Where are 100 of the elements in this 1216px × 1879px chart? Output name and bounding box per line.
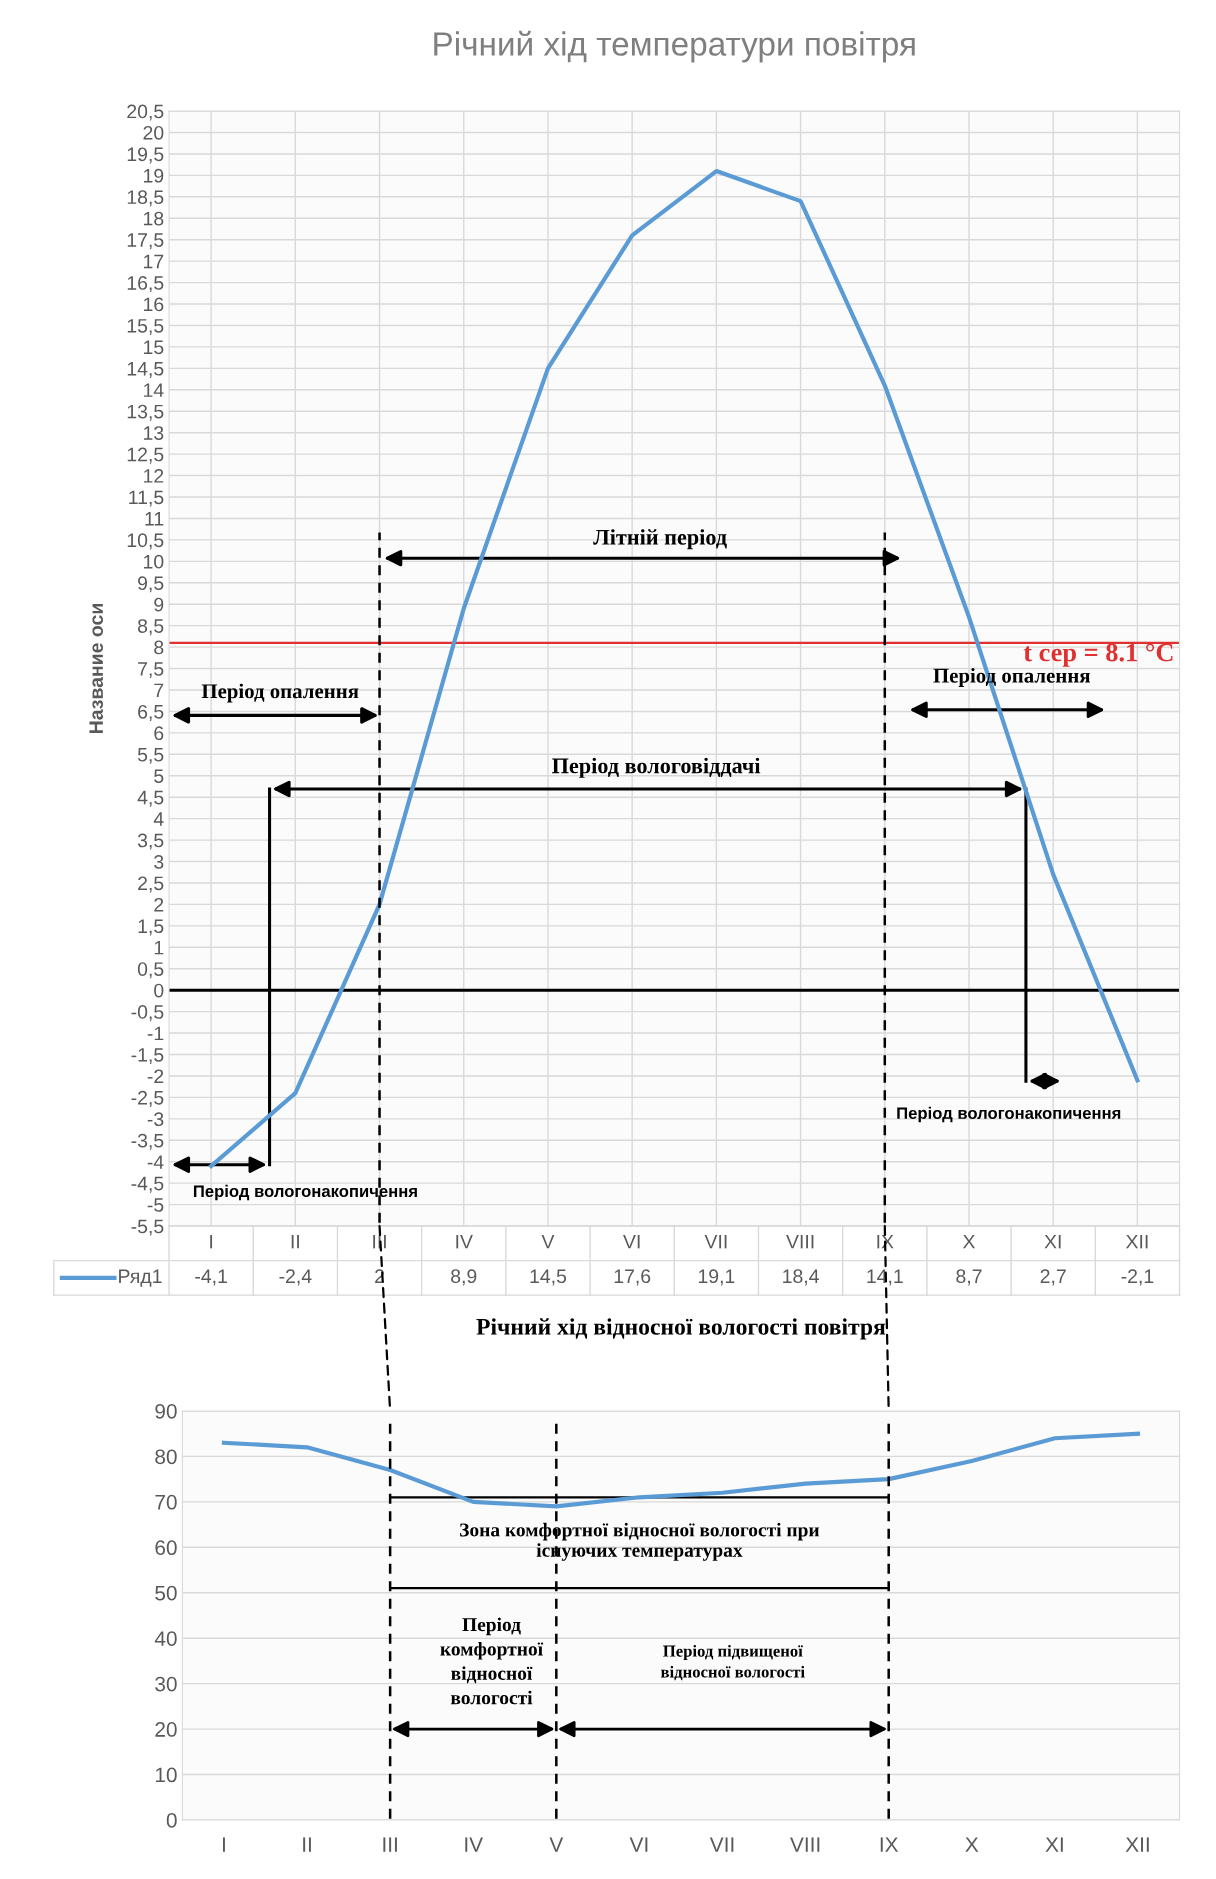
annotation: Період вологовіддачі: [552, 757, 761, 778]
x-tick-label: XII: [1125, 1234, 1148, 1249]
y-tick-label: -2: [147, 1069, 164, 1083]
y-tick-label: 13: [144, 426, 164, 440]
x-tick-label: II: [291, 1234, 299, 1249]
y-tick-label: 12,5: [127, 447, 164, 464]
line-series: [221, 1431, 1141, 1509]
y-tick-label: 8: [154, 640, 164, 655]
x-tick-label: III: [383, 1837, 397, 1852]
text: -2,1: [1121, 1269, 1154, 1286]
y-tick-label: 10: [144, 554, 164, 569]
text: 18,4: [783, 1269, 819, 1286]
x-tick-label: IX: [880, 1837, 899, 1852]
x-tick-label: VI: [629, 1837, 648, 1852]
x-tick-label: X: [962, 1234, 976, 1249]
y-tick-label: 1,5: [138, 919, 164, 936]
y-tick-label: 17,5: [127, 233, 164, 250]
y-tick-label: 8,5: [137, 619, 164, 636]
chart-title: Річний хід температури повітря: [434, 30, 915, 63]
x-tick-label: VII: [709, 1837, 734, 1852]
y-tick-label: 12: [144, 469, 164, 483]
y-tick-label: 20: [143, 125, 164, 140]
text: -2,4: [279, 1269, 312, 1286]
annotation: Період комфортної відносної вологості: [440, 1617, 544, 1705]
y-tick-label: 10: [155, 1767, 177, 1783]
y-tick-label: 0,5: [137, 962, 164, 979]
y-tick-label: 14: [144, 383, 164, 397]
annotation: Період підвищеної відносної вологості: [660, 1644, 805, 1681]
text: 19,1: [698, 1269, 735, 1286]
annotation: Період опалення: [201, 683, 359, 703]
y-tick-label: 1: [154, 940, 164, 955]
y-tick-label: 0: [166, 1813, 177, 1828]
x-tick-label: X: [965, 1837, 979, 1852]
y-tick-label: 90: [155, 1403, 177, 1419]
y-tick-label: 9: [154, 597, 164, 612]
y-axis-title: Название оси: [89, 604, 104, 734]
y-tick-label: 20: [155, 1722, 177, 1737]
y-tick-label: 18,5: [127, 190, 164, 207]
y-tick-label: 15,5: [127, 319, 164, 336]
x-tick-label: VIII: [790, 1837, 820, 1852]
y-tick-label: -1,5: [131, 1048, 164, 1065]
y-tick-label: 6: [154, 726, 164, 741]
x-tick-label: XII: [1125, 1837, 1149, 1852]
x-tick-label: VII: [704, 1234, 727, 1249]
y-tick-label: -4,5: [131, 1176, 164, 1193]
x-tick-label: II: [303, 1837, 311, 1852]
annotation: Літній період: [593, 529, 727, 550]
annotation: Зона комфортної відносної вологості при існуючих температурах: [460, 1522, 820, 1561]
y-tick-label: 17: [144, 254, 164, 269]
y-tick-label: 6,5: [138, 704, 164, 721]
y-tick-label: 7,5: [138, 662, 164, 679]
chart-title: Річний хід відносної вологості повітря: [476, 1318, 886, 1340]
y-tick-label: 70: [155, 1494, 177, 1510]
y-tick-label: 10,5: [127, 533, 164, 550]
y-tick-label: -3: [147, 1112, 164, 1127]
x-tick-label: III: [373, 1234, 386, 1249]
x-tick-label: XI: [1045, 1837, 1063, 1852]
y-tick-label: 13,5: [127, 404, 164, 421]
text: 2,7: [1040, 1269, 1066, 1286]
text: -4,1: [195, 1269, 227, 1286]
y-tick-label: 80: [155, 1449, 177, 1465]
y-tick-label: 2,5: [138, 876, 164, 893]
y-tick-label: 16: [144, 297, 164, 312]
y-tick-label: 15: [144, 340, 164, 355]
y-tick-label: 19,5: [127, 147, 164, 164]
x-tick-label: VI: [623, 1234, 640, 1249]
y-tick-label: 30: [155, 1676, 177, 1692]
y-tick-label: 4,5: [137, 790, 164, 807]
y-tick-label: 40: [154, 1631, 177, 1646]
text: 17,6: [614, 1269, 651, 1286]
y-tick-label: -5,5: [131, 1219, 164, 1236]
y-tick-label: 3: [154, 855, 164, 869]
y-tick-label: 2: [154, 897, 164, 912]
x-tick-label: IV: [456, 1234, 473, 1249]
y-tick-label: -3,5: [131, 1133, 164, 1150]
x-tick-label: IX: [877, 1234, 894, 1249]
ref-line-label: t сер = 8.1 °C: [1023, 643, 1173, 667]
y-tick-label: 3,5: [137, 833, 164, 850]
y-tick-label: 4: [153, 812, 164, 826]
annotation: Період вологонакопичення: [193, 1184, 417, 1201]
y-tick-label: 60: [155, 1540, 177, 1556]
x-tick-label: I: [210, 1234, 213, 1249]
y-tick-label: 20,5: [127, 104, 164, 121]
x-tick-label: V: [549, 1837, 564, 1852]
y-tick-label: 11,5: [129, 490, 164, 507]
y-tick-label: 0: [154, 983, 164, 998]
y-tick-label: 50: [155, 1585, 177, 1601]
x-tick-label: IV: [465, 1837, 483, 1852]
annotation: Період вологонакопичення: [897, 1106, 1121, 1123]
y-tick-label: -0,5: [131, 1005, 164, 1022]
x-tick-label: XI: [1044, 1234, 1061, 1249]
legend-label: Ряд1: [119, 1269, 162, 1287]
x-tick-label: VIII: [786, 1234, 814, 1249]
y-tick-label: 18: [144, 211, 164, 226]
y-tick-label: -5: [147, 1198, 164, 1212]
text: 14,5: [530, 1269, 567, 1286]
y-tick-label: 16,5: [127, 276, 164, 293]
y-tick-label: 19: [144, 168, 164, 183]
y-tick-label: 7: [154, 683, 164, 698]
x-tick-label: V: [541, 1234, 555, 1249]
